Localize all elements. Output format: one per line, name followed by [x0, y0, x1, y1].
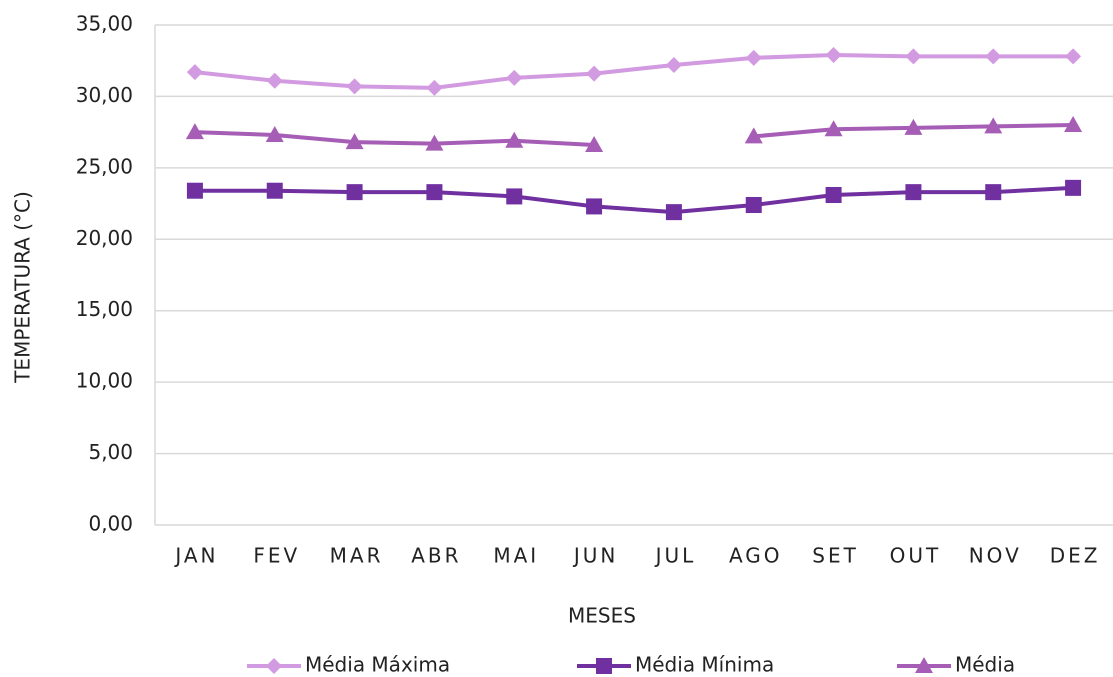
data-point — [825, 47, 842, 63]
y-axis-label: TEMPERATURA (°C) — [11, 191, 35, 384]
data-point — [346, 78, 363, 95]
data-point — [426, 79, 443, 96]
x-tick-label: AGO — [729, 544, 783, 568]
data-point — [985, 48, 1002, 65]
x-axis-label: MESES — [568, 604, 636, 628]
data-point — [905, 184, 922, 201]
data-point — [585, 136, 604, 152]
y-tick-label: 35,00 — [76, 12, 133, 36]
data-point — [505, 131, 524, 148]
data-point — [266, 72, 283, 89]
data-point — [1064, 116, 1083, 132]
data-point — [905, 48, 922, 65]
x-tick-label: ABR — [411, 544, 461, 568]
data-point — [345, 133, 364, 150]
legend-marker — [915, 657, 933, 673]
legend-marker — [266, 658, 282, 674]
data-point — [506, 69, 523, 86]
x-tick-label: NOV — [969, 544, 1022, 568]
data-point — [1065, 48, 1082, 65]
series-line — [194, 185, 1074, 215]
data-point — [744, 127, 763, 144]
x-tick-label: MAR — [330, 544, 384, 568]
data-point — [186, 182, 203, 199]
x-tick-label: SET — [812, 544, 859, 568]
data-point — [904, 118, 923, 135]
legend-label: Média Máxima — [305, 653, 450, 677]
y-tick-label: 0,00 — [88, 512, 133, 536]
y-tick-label: 15,00 — [76, 297, 133, 321]
x-tick-label: DEZ — [1050, 544, 1101, 568]
data-point — [185, 123, 204, 140]
data-point — [346, 184, 363, 201]
x-tick-label: JUL — [654, 544, 697, 568]
data-point — [586, 65, 603, 82]
x-tick-label: FEV — [253, 544, 300, 568]
data-point — [265, 126, 284, 142]
data-point — [425, 134, 444, 151]
data-point — [665, 57, 682, 73]
x-tick-label: MAI — [493, 544, 539, 568]
y-tick-label: 10,00 — [76, 369, 133, 393]
data-point — [506, 188, 523, 205]
data-point — [824, 120, 843, 137]
x-tick-label: JUN — [572, 544, 619, 568]
data-point — [586, 198, 603, 215]
data-point — [985, 184, 1002, 201]
data-point — [745, 197, 762, 213]
data-point — [665, 204, 682, 221]
data-point — [266, 182, 283, 199]
data-point — [186, 64, 203, 81]
series-line — [194, 52, 1074, 90]
data-point — [1065, 179, 1082, 196]
series-line — [194, 130, 595, 147]
y-tick-label: 20,00 — [76, 226, 133, 250]
data-point — [745, 49, 762, 66]
data-point — [984, 117, 1003, 134]
y-tick-label: 5,00 — [88, 440, 133, 464]
data-point — [825, 187, 842, 203]
x-tick-label: OUT — [890, 544, 942, 568]
y-tick-label: 30,00 — [76, 83, 133, 107]
x-tick-label: JAN — [173, 544, 218, 568]
data-point — [426, 184, 443, 201]
legend-marker — [596, 658, 612, 674]
y-tick-label: 25,00 — [76, 154, 133, 178]
legend-label: Média — [955, 653, 1015, 677]
legend-label: Média Mínima — [635, 653, 774, 677]
